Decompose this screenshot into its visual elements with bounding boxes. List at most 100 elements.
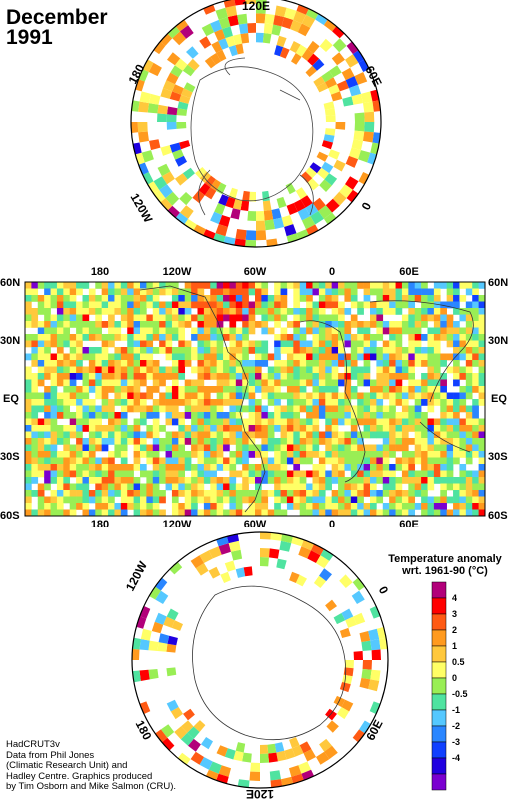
grid-cell (401, 360, 409, 367)
grid-cell (255, 347, 262, 354)
grid-cell (318, 503, 326, 510)
grid-cell (171, 464, 179, 471)
grid-cell (31, 412, 39, 419)
grid-cell (101, 490, 109, 497)
grid-cell (82, 327, 90, 335)
grid-cell (31, 444, 39, 452)
grid-cell (306, 509, 313, 517)
grid-cell (159, 334, 166, 341)
grid-cell (146, 483, 154, 491)
grid-cell (31, 360, 39, 367)
grid-cell (286, 496, 294, 504)
grid-cell (325, 321, 332, 328)
grid-cell (293, 282, 301, 289)
grid-cell (350, 386, 358, 393)
grid-cell (44, 405, 51, 413)
grid-cell (395, 431, 403, 439)
polar-cell (345, 155, 359, 168)
grid-cell (338, 464, 345, 471)
grid-cell (401, 295, 409, 302)
grid-cell (318, 334, 326, 341)
grid-cell (95, 392, 102, 400)
grid-cell (120, 373, 128, 380)
grid-cell (280, 373, 288, 380)
grid-cell (133, 373, 141, 380)
grid-cell (395, 360, 403, 367)
grid-cell (114, 379, 122, 387)
grid-cell (453, 288, 460, 296)
grid-cell (408, 386, 416, 393)
credits-line3: (Climatic Research Unit) and (6, 760, 128, 771)
grid-cell (286, 444, 294, 452)
grid-cell (101, 347, 109, 354)
grid-cell (350, 483, 358, 491)
grid-cell (191, 444, 198, 452)
grid-cell (299, 379, 307, 387)
grid-cell (140, 503, 147, 510)
grid-cell (280, 509, 288, 517)
grid-cell (69, 347, 77, 354)
polar-cell (345, 176, 359, 190)
grid-cell (318, 464, 326, 471)
grid-cell (114, 464, 122, 471)
grid-cell (453, 379, 460, 387)
polar-cell (370, 669, 381, 681)
grid-cell (203, 425, 211, 432)
grid-cell (242, 360, 249, 367)
grid-cell (478, 425, 486, 432)
grid-cell (255, 464, 262, 471)
grid-cell (31, 425, 39, 432)
polar-cell (148, 640, 159, 651)
grid-cell (203, 353, 211, 361)
grid-cell (389, 451, 396, 458)
grid-cell (235, 282, 243, 289)
grid-cell (363, 483, 371, 491)
grid-cell (389, 425, 396, 432)
grid-cell (382, 282, 390, 289)
grid-cell (306, 438, 313, 445)
grid-cell (82, 334, 90, 341)
grid-cell (472, 386, 479, 393)
grid-cell (50, 366, 58, 374)
polar-cell (339, 574, 353, 588)
grid-cell (44, 340, 51, 348)
grid-cell (165, 366, 173, 374)
grid-cell (370, 314, 377, 322)
grid-cell (331, 431, 339, 439)
grid-cell (229, 379, 237, 387)
grid-cell (37, 353, 45, 361)
grid-cell (440, 509, 447, 517)
grid-cell (63, 386, 71, 393)
grid-cell (223, 360, 230, 367)
grid-cell (344, 418, 352, 426)
grid-cell (159, 392, 166, 400)
grid-cell (88, 295, 96, 302)
grid-cell (146, 373, 154, 380)
grid-cell (312, 347, 320, 354)
grid-cell (421, 295, 428, 302)
grid-cell (95, 431, 102, 439)
grid-cell (440, 451, 447, 458)
grid-cell (376, 353, 384, 361)
polar-cell (307, 550, 321, 563)
grid-cell (376, 386, 384, 393)
grid-cell (95, 509, 102, 517)
grid-cell (101, 373, 109, 380)
grid-cell (465, 386, 473, 393)
grid-cell (108, 340, 115, 348)
grid-cell (312, 334, 320, 341)
grid-cell (331, 392, 339, 400)
grid-cell (133, 425, 141, 432)
grid-cell (389, 418, 396, 426)
polar-cell (210, 211, 223, 225)
grid-cell (293, 444, 301, 452)
grid-cell (210, 483, 217, 491)
grid-cell (127, 470, 134, 478)
polar-cell (170, 707, 183, 720)
grid-cell (242, 366, 249, 374)
grid-cell (203, 282, 211, 289)
polar-cell (218, 543, 231, 555)
polar-cell (157, 113, 167, 122)
grid-cell (210, 444, 217, 452)
grid-cell (318, 360, 326, 367)
